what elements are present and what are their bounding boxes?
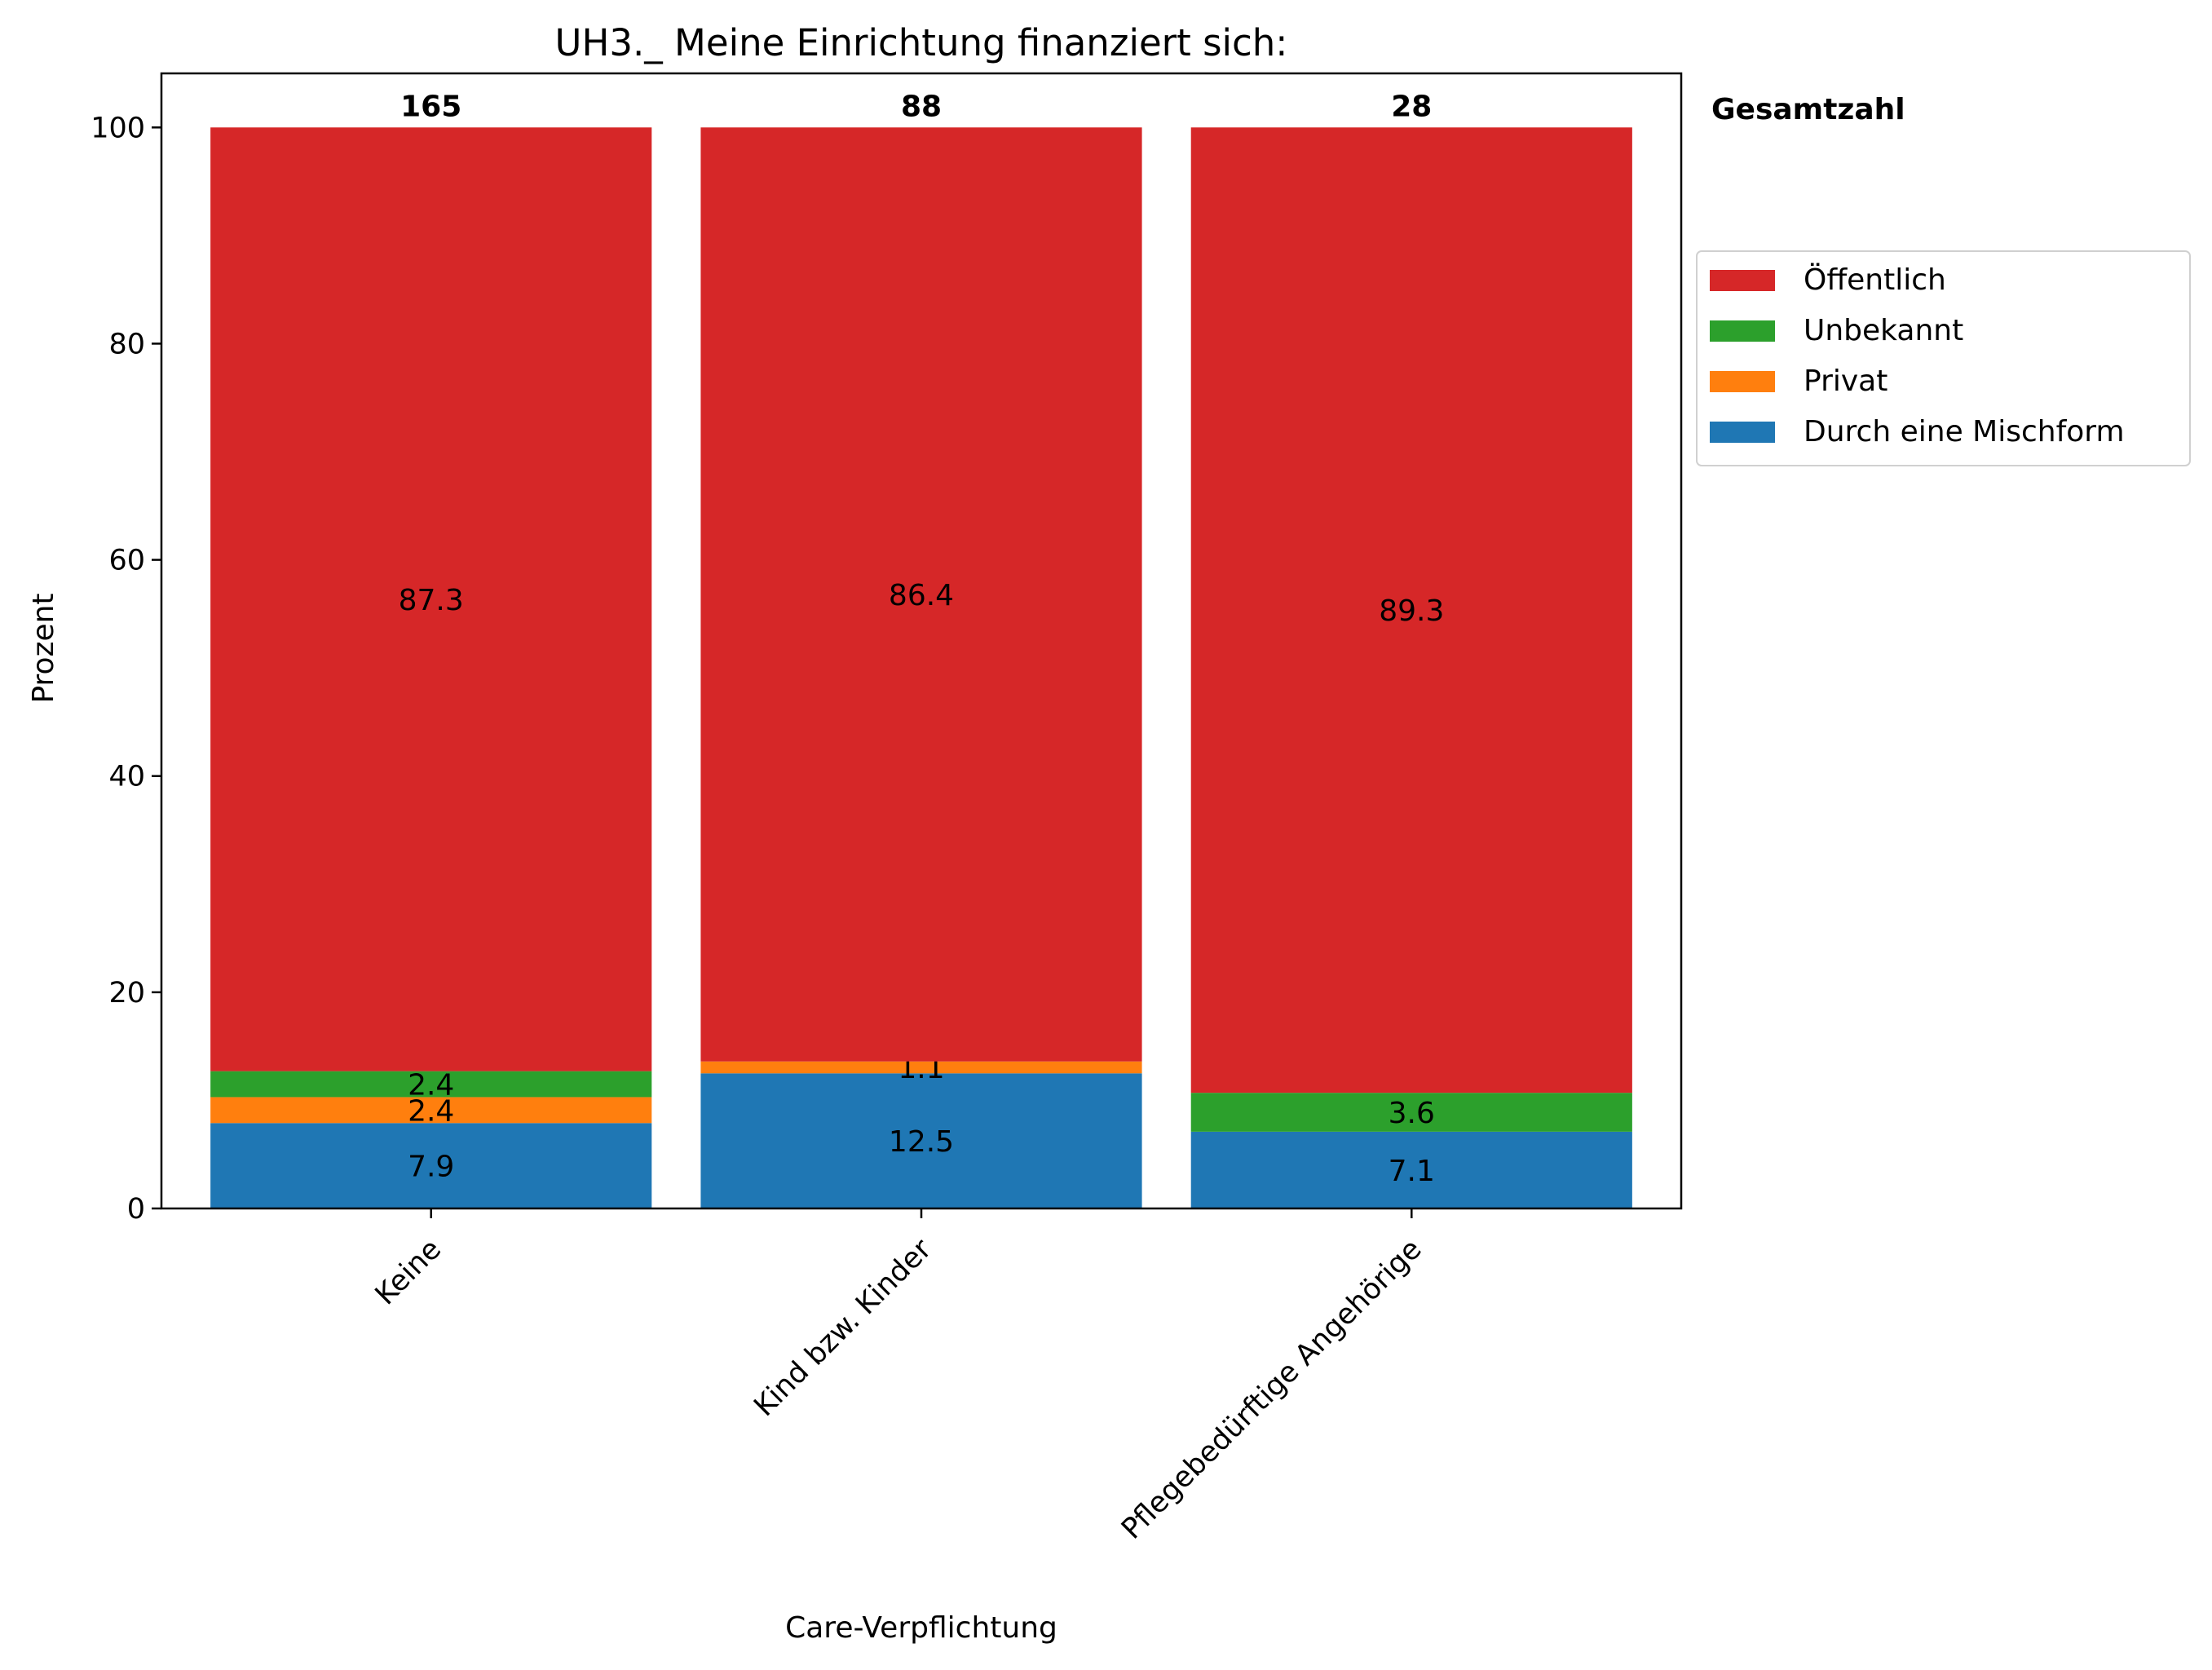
bar-segment — [210, 1123, 652, 1208]
bar-segment-label: 87.3 — [399, 584, 464, 617]
legend-swatch — [1710, 320, 1775, 342]
bar-segment-label: 86.4 — [889, 579, 954, 612]
bar-segment — [1190, 127, 1632, 1093]
bar-segment — [700, 1061, 1142, 1074]
bar-segment-label: 2.4 — [408, 1094, 454, 1128]
y-tick-label: 0 — [127, 1193, 145, 1226]
legend-label: Unbekannt — [1804, 314, 1963, 347]
legend-swatch — [1710, 371, 1775, 392]
legend-label: Privat — [1804, 364, 1887, 398]
legend-swatch — [1710, 422, 1775, 443]
bars-layer: 7.92.42.487.316512.51.186.4887.13.689.32… — [210, 90, 1632, 1208]
bar-segment-label: 7.9 — [408, 1151, 454, 1184]
legend-label: Öffentlich — [1804, 263, 1946, 297]
x-tick-label: Pflegebedürftige Angehörige — [1115, 1233, 1428, 1545]
legend-swatch — [1710, 270, 1775, 291]
bar-segment-label: 89.3 — [1379, 594, 1444, 628]
bar-segment — [1190, 1131, 1632, 1208]
bar-segment-label: 2.4 — [408, 1069, 454, 1102]
y-tick-label: 40 — [108, 761, 145, 793]
bar-segment-label: 7.1 — [1389, 1155, 1435, 1188]
bar-total-label: 165 — [400, 90, 461, 123]
x-axis-label: Care-Verpflichtung — [785, 1611, 1057, 1645]
legend-box — [1696, 250, 2191, 466]
legend-title: Gesamtzahl — [1711, 93, 1905, 126]
bar-total-label: 28 — [1391, 90, 1432, 123]
bar-segment — [1190, 1093, 1632, 1132]
y-tick-label: 20 — [108, 977, 145, 1010]
y-tick-label: 60 — [108, 545, 145, 577]
bar-segment — [210, 1071, 652, 1098]
legend-label: Durch eine Mischform — [1804, 415, 2125, 448]
bar-segment — [210, 127, 652, 1071]
bar-segment — [700, 1073, 1142, 1208]
legend: Gesamtzahl Öffentlich Unbekannt Privat Durch… — [1696, 93, 2191, 466]
bar-segment — [210, 1097, 652, 1124]
y-tick-label: 100 — [91, 112, 145, 144]
bar-segment-label: 3.6 — [1389, 1097, 1435, 1130]
x-tick-label: Keine — [369, 1233, 448, 1311]
bar-total-label: 88 — [901, 90, 942, 123]
y-axis-label: Prozent — [27, 593, 60, 703]
bar-segment-label: 12.5 — [889, 1125, 954, 1159]
x-tick-label: Kind bzw. Kinder — [748, 1233, 938, 1423]
chart-title: UH3._ Meine Einrichtung finanziert sich: — [555, 21, 1288, 64]
bar-segment — [700, 127, 1142, 1062]
y-tick-label: 80 — [108, 328, 145, 360]
